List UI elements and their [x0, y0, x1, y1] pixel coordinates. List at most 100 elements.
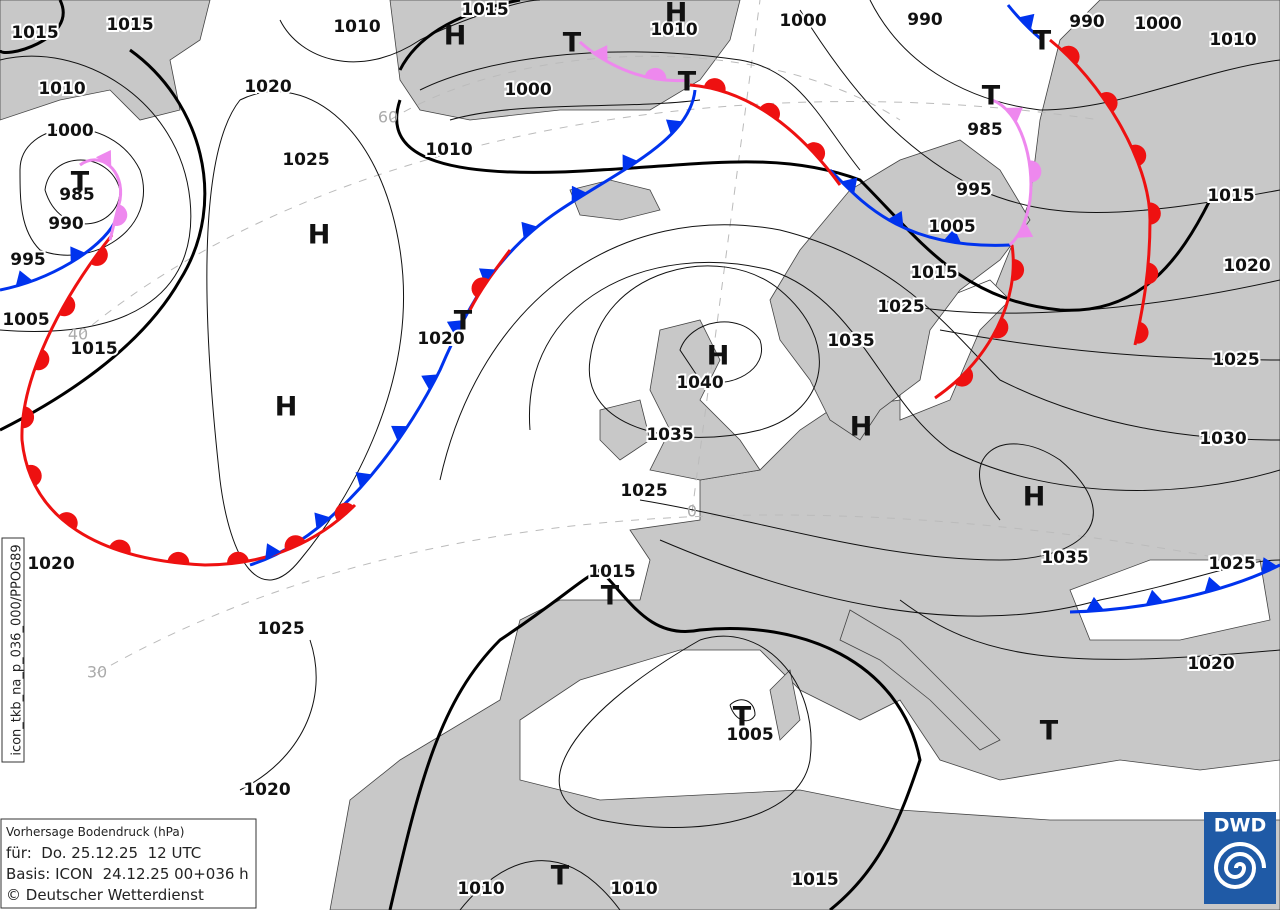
isobar-label: 995 [10, 250, 46, 270]
front-symbol [806, 142, 826, 162]
front-symbol [571, 185, 587, 203]
dwd-logo: DWD [1204, 812, 1276, 904]
front-symbol [622, 154, 638, 171]
isobar-label: 995 [956, 180, 992, 200]
isobar-label: 1020 [1223, 256, 1270, 276]
legend-base: Basis: ICON 24.12.25 00+036 h [6, 865, 249, 883]
pressure-center: T [1040, 716, 1059, 747]
front-symbol [644, 67, 667, 81]
front-symbol [95, 149, 112, 167]
front-symbol [1029, 160, 1042, 183]
front-symbol [391, 425, 408, 442]
isobar-label: 1025 [620, 481, 667, 501]
front-symbol [1085, 596, 1104, 612]
front-symbol [1018, 13, 1035, 31]
isobar-label: 1015 [11, 23, 58, 43]
isobar-label: 1025 [1212, 350, 1259, 370]
product-id: icon_tkb_na_p_036_000/PPOG89 [10, 544, 25, 755]
latitude-label: 60 [378, 108, 398, 127]
front-symbol [446, 320, 464, 337]
pressure-center: T [733, 702, 752, 733]
legend-copyright: © Deutscher Wetterdienst [6, 886, 204, 904]
front-symbol [1135, 321, 1149, 344]
isobar-label: 1035 [827, 331, 874, 351]
isobar-label: 1020 [417, 329, 464, 349]
front-symbol [1131, 144, 1147, 166]
front-symbol [1146, 262, 1159, 285]
front-symbol [992, 317, 1009, 339]
isobar-label: 1020 [243, 780, 290, 800]
legend-title: Vorhersage Bodendruck (hPa) [6, 825, 184, 839]
pressure-center: T [454, 306, 473, 337]
isobar-label: 1000 [779, 11, 826, 31]
front-symbol [1145, 589, 1164, 606]
front-symbol [58, 295, 76, 317]
front-symbol [1149, 202, 1161, 225]
product-id-box: icon_tkb_na_p_036_000/PPOG89 [1, 537, 25, 763]
isobar-label: 1010 [457, 879, 504, 899]
latitude-label: 30 [87, 663, 107, 682]
latitude-label: 40 [68, 325, 88, 344]
front-symbol [1204, 576, 1222, 593]
front-symbol [90, 245, 108, 266]
front-symbol [759, 102, 780, 121]
isobar-label: 990 [1069, 12, 1105, 32]
front-symbol [265, 543, 282, 560]
front-symbol [665, 119, 683, 136]
front-symbol [943, 228, 962, 244]
front-symbol [21, 406, 35, 429]
isobar-label: 1000 [46, 121, 93, 141]
front-symbol [471, 277, 489, 298]
front-symbol [954, 368, 974, 387]
fronts [0, 4, 1280, 614]
front-symbol [167, 551, 190, 565]
isobar-label: 1015 [588, 562, 635, 582]
pressure-center: H [308, 220, 331, 251]
isobar-label: 990 [48, 214, 84, 234]
front-symbol [284, 535, 306, 551]
logo-text: DWD [1214, 815, 1267, 837]
isobar-label: 1020 [1187, 654, 1234, 674]
isobar-label: 1035 [1041, 548, 1088, 568]
front-symbol [113, 204, 128, 227]
front-symbol [109, 539, 131, 554]
pressure-center: T [551, 861, 570, 892]
pressure-center: H [850, 412, 873, 443]
pressure-center: T [71, 167, 90, 198]
isobar-label: 1005 [928, 217, 975, 237]
isobar-label: 1020 [244, 77, 291, 97]
front-symbol [478, 268, 496, 284]
isobar-label: 1025 [1208, 554, 1255, 574]
isobar-label: 990 [907, 10, 943, 30]
front-symbol [57, 512, 78, 530]
pressure-center: T [678, 67, 697, 98]
pressure-center: H [665, 0, 688, 29]
front-symbol [70, 246, 86, 264]
isobar-label: 1025 [282, 150, 329, 170]
isobar-label: 1020 [27, 554, 74, 574]
isobar-label: 1025 [877, 297, 924, 317]
isobar-label: 1015 [106, 15, 153, 35]
isobar-label: 1000 [1134, 14, 1181, 34]
pressure-center: H [444, 21, 467, 52]
front-symbol [15, 270, 33, 287]
front-symbol [1261, 557, 1278, 574]
front-symbol [1060, 45, 1080, 65]
isobar-label: 1015 [1207, 186, 1254, 206]
front-symbol [314, 512, 331, 530]
front-symbol [227, 551, 249, 565]
isobar-label: 1010 [610, 879, 657, 899]
isobar-label: 1000 [504, 80, 551, 100]
front-symbol [1016, 222, 1034, 238]
isobar-label: 985 [967, 120, 1003, 140]
front-symbol [704, 78, 726, 93]
front-symbol [592, 45, 608, 62]
isobar-label: 1010 [650, 20, 697, 40]
isobar-label: 1015 [791, 870, 838, 890]
front-symbol [1006, 107, 1023, 123]
front-symbol [34, 348, 50, 371]
front-symbol [1100, 92, 1118, 113]
graticule [79, 0, 1231, 674]
